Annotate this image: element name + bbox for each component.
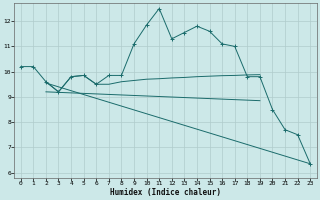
X-axis label: Humidex (Indice chaleur): Humidex (Indice chaleur)	[110, 188, 221, 197]
